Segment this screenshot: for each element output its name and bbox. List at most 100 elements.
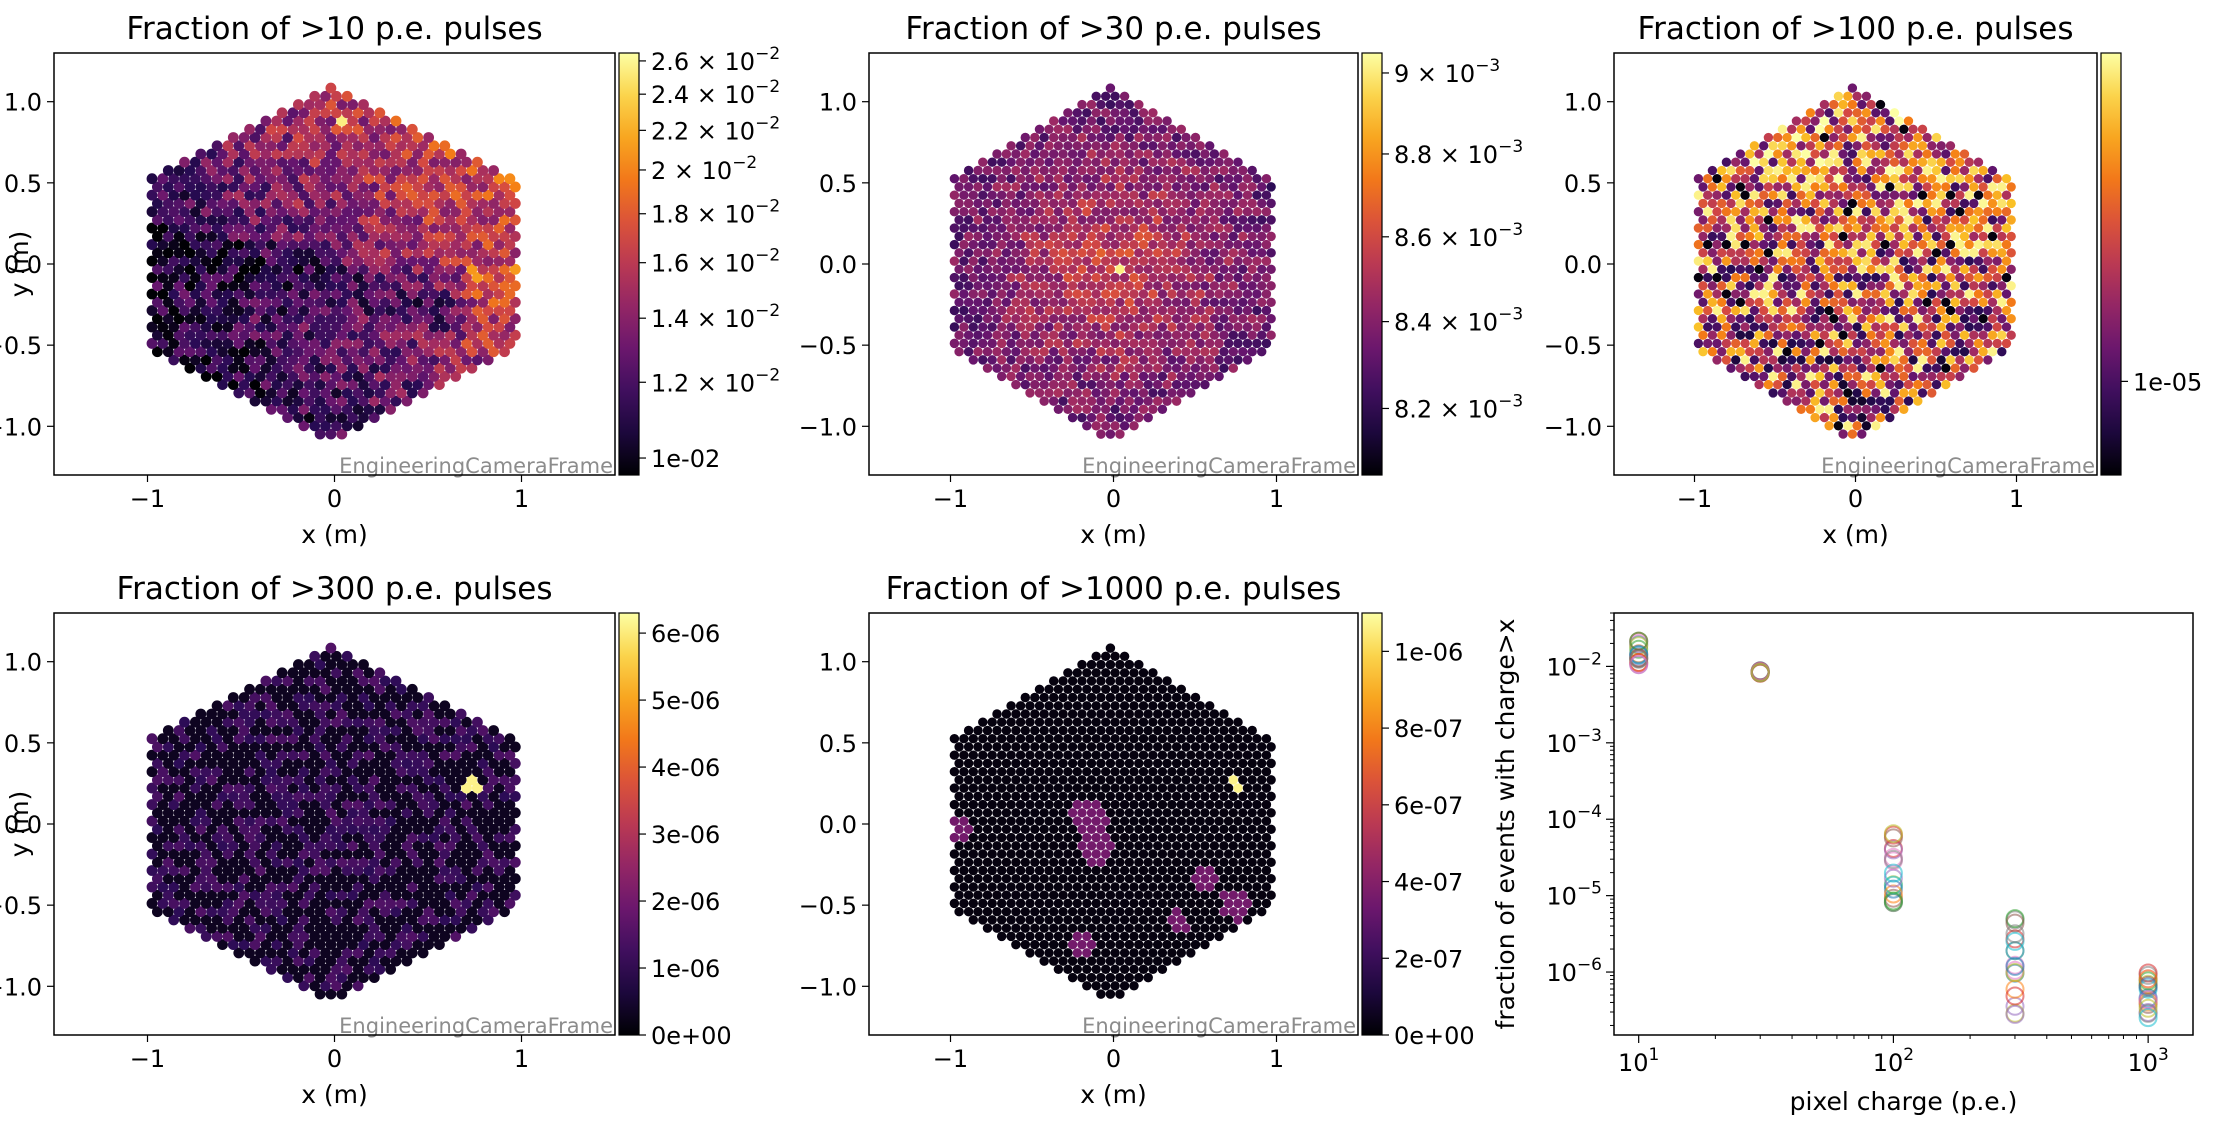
camera-pixel [1223, 289, 1234, 299]
camera-pixel [439, 189, 451, 201]
camera-pixel [1025, 190, 1035, 200]
camera-pixel [1091, 223, 1101, 233]
camera-pixel [1256, 248, 1267, 258]
camera-pixel [1796, 190, 1806, 200]
camera-pixel [352, 403, 364, 415]
tick-exponent: −2 [755, 301, 780, 321]
camera-pixel [385, 832, 397, 844]
camera-pixel [1006, 849, 1016, 859]
camera-pixel [1894, 198, 1904, 209]
camera-pixel [461, 881, 472, 893]
camera-pixel [179, 206, 190, 218]
camera-pixel [1693, 272, 1704, 283]
camera-pixel [1025, 948, 1035, 958]
camera-pixel [433, 873, 445, 885]
camera-pixel [2001, 207, 2012, 217]
camera-pixel [1063, 289, 1073, 299]
camera-pixel [254, 733, 266, 745]
camera-pixel [1058, 906, 1068, 917]
camera-pixel [314, 659, 326, 671]
camera-pixel [260, 296, 272, 308]
camera-pixel [173, 840, 185, 852]
camera-pixel [227, 247, 239, 259]
camera-pixel [1805, 322, 1816, 332]
camera-pixel [162, 774, 174, 786]
camera-pixel [336, 840, 348, 852]
camera-pixel [314, 856, 326, 868]
camera-pixel [1922, 297, 1932, 307]
camera-pixel [1931, 132, 1942, 143]
camera-pixel [1791, 248, 1802, 258]
camera-pixel [184, 856, 196, 868]
camera-pixel [1973, 239, 1984, 250]
camera-pixel [1143, 379, 1153, 390]
camera-pixel [1791, 116, 1802, 126]
camera-pixel [390, 214, 402, 226]
camera-pixel [292, 774, 304, 786]
camera-pixel [488, 181, 500, 193]
y-axis-label: y (m) [5, 231, 34, 298]
camera-pixel [1871, 272, 1881, 283]
camera-pixel [227, 313, 239, 325]
camera-pixel [1091, 91, 1101, 102]
camera-pixel [168, 255, 180, 267]
camera-pixel [1048, 149, 1059, 159]
camera-pixel [151, 906, 163, 918]
camera-pixel [379, 230, 391, 242]
camera-pixel [992, 149, 1002, 159]
camera-pixel [189, 337, 201, 349]
camera-pixel [1238, 264, 1248, 275]
camera-pixel [982, 857, 993, 868]
camera-pixel [1086, 923, 1097, 933]
camera-pixel [1861, 190, 1872, 200]
camera-pixel [341, 749, 353, 761]
x-tick-label: 0 [327, 485, 342, 513]
camera-pixel [493, 799, 505, 811]
camera-pixel [276, 321, 288, 333]
camera-pixel [1015, 898, 1026, 909]
camera-pixel [954, 906, 964, 917]
camera-pixel [1805, 141, 1816, 151]
camera-pixel [217, 823, 228, 835]
camera-pixel [1209, 281, 1220, 291]
camera-pixel [206, 329, 218, 341]
camera-pixel [1833, 272, 1844, 283]
camera-pixel [1105, 939, 1116, 950]
camera-pixel [1829, 330, 1839, 340]
camera-pixel [1936, 157, 1946, 167]
camera-pixel [1745, 330, 1755, 340]
camera-pixel [996, 338, 1007, 349]
camera-pixel [1048, 346, 1059, 357]
camera-pixel [1922, 314, 1932, 324]
camera-pixel [1908, 124, 1918, 134]
camera-pixel [1053, 964, 1064, 975]
camera-pixel [1889, 272, 1900, 283]
camera-pixel [1773, 330, 1783, 340]
camera-pixel [222, 189, 234, 201]
camera-pixel [195, 214, 207, 226]
camera-pixel [1936, 190, 1946, 200]
camera-pixel [433, 856, 445, 868]
camera-pixel [1889, 322, 1900, 332]
camera-pixel [1852, 91, 1862, 101]
camera-pixel [417, 848, 429, 860]
camera-pixel [987, 305, 997, 316]
camera-pixel [1011, 215, 1021, 225]
camera-pixel [1252, 849, 1262, 859]
camera-pixel [390, 873, 402, 885]
camera-pixel [292, 230, 304, 242]
camera-pixel [1852, 355, 1862, 365]
camera-pixel [1219, 330, 1229, 340]
camera-pixel [509, 774, 521, 786]
camera-pixel [287, 239, 299, 251]
camera-pixel [1204, 239, 1215, 250]
camera-pixel [982, 281, 993, 291]
camera-pixel [1791, 347, 1802, 357]
camera-pixel [249, 741, 261, 753]
camera-pixel [374, 947, 386, 959]
camera-pixel [1110, 206, 1120, 217]
camera-pixel [1768, 305, 1778, 316]
camera-pixel [330, 947, 342, 959]
camera-pixel [1824, 272, 1834, 283]
camera-pixel [1698, 264, 1708, 274]
